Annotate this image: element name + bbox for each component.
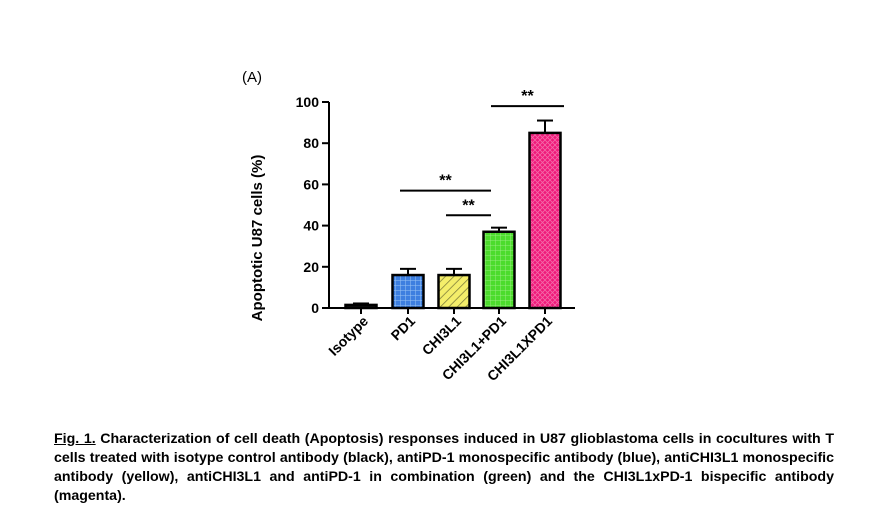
panel-label: (A) — [242, 69, 262, 86]
x-category-label: CHI3L1 — [419, 313, 465, 359]
bar-pd1 — [391, 273, 425, 310]
bars — [344, 119, 562, 310]
bar-chart: (A) Apoptotic U87 cells (%) 0 20 40 60 80 100… — [242, 69, 575, 384]
significance-label: ** — [439, 173, 452, 190]
y-axis-label: Apoptotic U87 cells (%) — [249, 155, 266, 322]
y-tick-label: 0 — [311, 300, 319, 316]
y-tick-label: 100 — [296, 94, 320, 110]
significance-markers: ** ** ** — [400, 88, 564, 217]
figure-caption: Fig. 1. Characterization of cell death (… — [54, 430, 834, 506]
bar-isotype — [344, 303, 378, 310]
y-tick-label: 80 — [303, 135, 319, 151]
bar-chi3l1xpd1 — [528, 131, 562, 310]
figure-number: Fig. 1. — [54, 431, 96, 447]
significance-label: ** — [462, 197, 475, 214]
y-tick-label: 60 — [303, 176, 319, 192]
bar-chi3l1 — [437, 273, 471, 310]
y-axis: 0 20 40 60 80 100 — [296, 94, 330, 316]
caption-text: Characterization of cell death (Apoptosi… — [54, 431, 834, 504]
y-tick-label: 40 — [303, 218, 319, 234]
significance-label: ** — [521, 88, 534, 105]
bar-chi3l1-pd1 — [482, 230, 516, 310]
y-tick-label: 20 — [303, 259, 319, 275]
x-category-label: Isotype — [325, 313, 371, 359]
x-category-label: PD1 — [388, 313, 419, 344]
